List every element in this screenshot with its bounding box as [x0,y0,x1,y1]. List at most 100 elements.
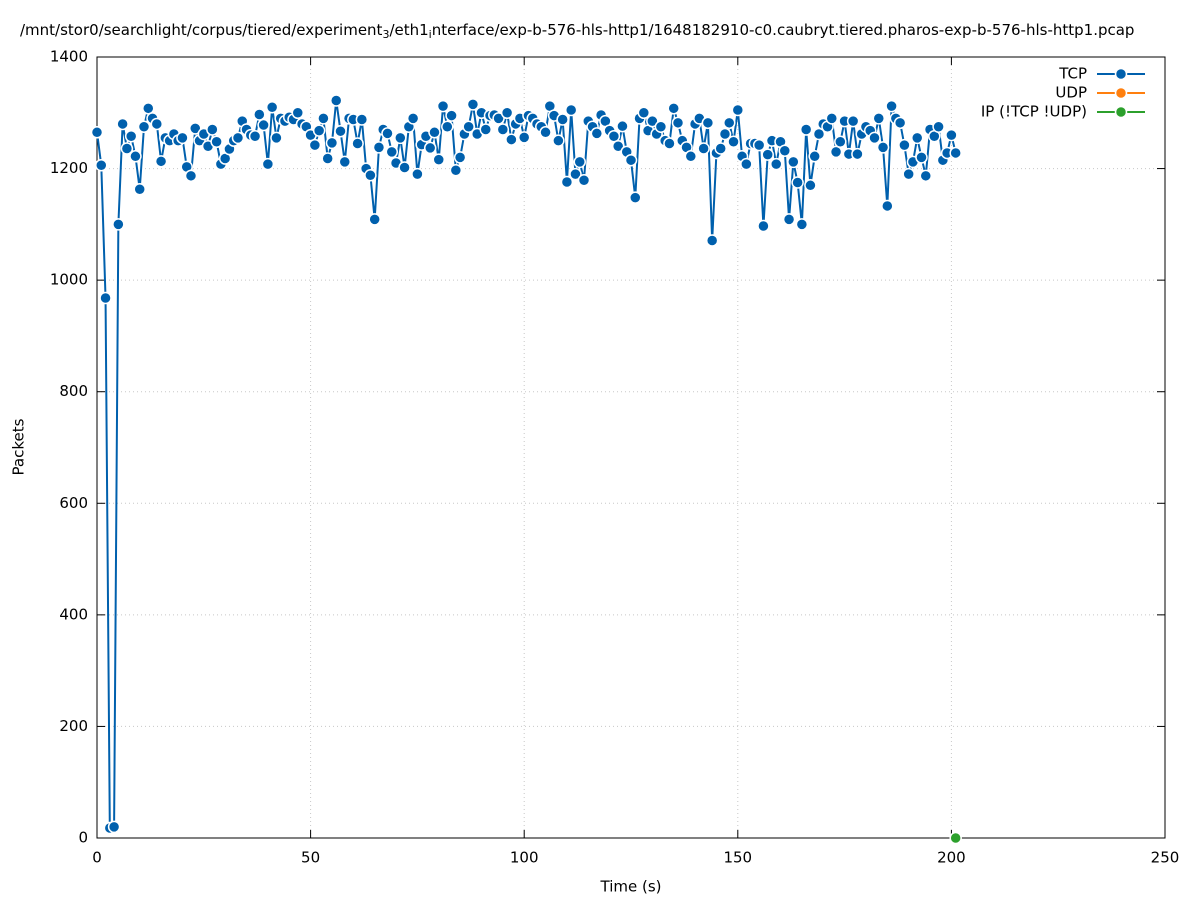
data-point [663,137,676,150]
data-point [795,218,809,231]
data-point [577,174,591,187]
data-point [885,99,898,113]
data-point [99,291,112,305]
y-tick-label: 1400 [50,48,88,66]
data-point [95,158,108,172]
data-point [808,150,821,163]
y-tick-label: 200 [59,717,88,735]
data-point [564,103,578,117]
data-point [654,120,668,133]
data-point [646,114,659,128]
data-point [910,131,924,145]
legend-label: TCP [1058,65,1087,83]
plot-border [96,56,1166,839]
data-point [851,147,864,161]
data-point [804,179,817,192]
data-point [752,138,766,152]
y-tick-label: 0 [78,829,88,847]
data-point [423,141,437,155]
data-point [791,176,804,189]
title-part: /mnt/stor0/searchlight/corpus/tiered/exp… [20,21,383,39]
data-point [325,136,339,150]
data-point [184,169,198,183]
legend-label: UDP [1055,84,1087,102]
data-point [552,134,565,147]
data-point [949,831,962,845]
data-point [881,199,894,213]
data-point [624,153,638,167]
x-tick-label: 250 [1151,849,1180,867]
data-point [381,127,394,140]
data-point [740,157,753,171]
title-sub: 3 [382,28,389,41]
data-point [616,119,629,133]
data-point [154,155,168,168]
data-point [432,153,446,166]
x-tick-label: 50 [301,849,320,867]
data-point [257,118,270,132]
x-axis-label: Time (s) [600,878,662,896]
data-point [479,123,493,136]
data-point [590,127,604,140]
data-point [270,131,283,145]
data-point [334,124,347,138]
data-point [718,127,732,141]
data-point [834,135,847,149]
title-part: nterface/exp-b-576-hls-http1/1648182910-… [432,21,1135,39]
data-point [261,157,275,171]
data-point [189,122,202,135]
data-point [560,175,574,189]
x-tick-label: 0 [92,849,102,867]
data-point [787,155,800,169]
data-point [945,128,958,142]
data-point [496,123,510,136]
data-point [394,131,407,145]
legend-marker [1114,86,1128,100]
data-point [757,219,770,233]
data-point [761,148,774,161]
title-part: /eth1 [389,21,428,39]
data-point [769,157,783,171]
data-point [406,112,420,125]
data-point [231,131,245,145]
data-point [372,141,386,154]
y-tick-label: 800 [59,382,88,400]
data-point [714,142,727,155]
legend-label: IP (!TCP !UDP) [981,103,1087,121]
data-point [411,167,424,181]
y-tick-label: 1200 [50,159,88,177]
data-point [902,167,915,181]
data-point [667,102,680,115]
data-point [697,142,710,155]
series-line [96,100,957,830]
data-point [539,126,552,139]
x-tick-label: 200 [937,849,966,867]
x-tick-label: 150 [723,849,752,867]
data-point [253,108,266,121]
y-tick-label: 400 [59,605,88,623]
data-point [629,191,642,204]
data-point [701,116,715,130]
data-point [573,155,586,169]
x-tick-label: 100 [510,849,539,867]
data-point [466,98,480,111]
data-point [723,116,736,130]
data-point [453,151,467,164]
data-point [611,140,625,153]
data-point [150,117,164,131]
data-point [500,106,514,120]
data-point [107,820,121,834]
data-point [133,182,146,196]
y-tick-label: 1000 [50,271,88,289]
data-point [782,213,796,226]
data-point [329,94,343,107]
data-point [364,169,377,182]
data-point [248,129,262,143]
data-point [90,126,104,139]
chart-title: /mnt/stor0/searchlight/corpus/tiered/exp… [20,21,1134,42]
data-point [705,234,719,247]
title-sub: i [429,28,432,41]
data-point [137,120,151,133]
data-point [556,113,569,126]
